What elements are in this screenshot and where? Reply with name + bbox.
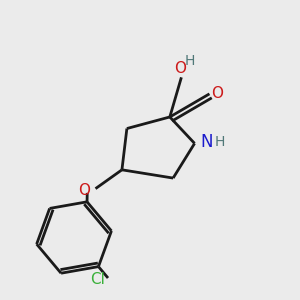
Text: H: H xyxy=(215,135,225,149)
Text: O: O xyxy=(78,183,90,198)
Text: H: H xyxy=(184,54,195,68)
Text: Cl: Cl xyxy=(90,272,105,287)
Text: O: O xyxy=(174,61,186,76)
Text: N: N xyxy=(200,133,213,151)
Text: O: O xyxy=(211,86,223,101)
